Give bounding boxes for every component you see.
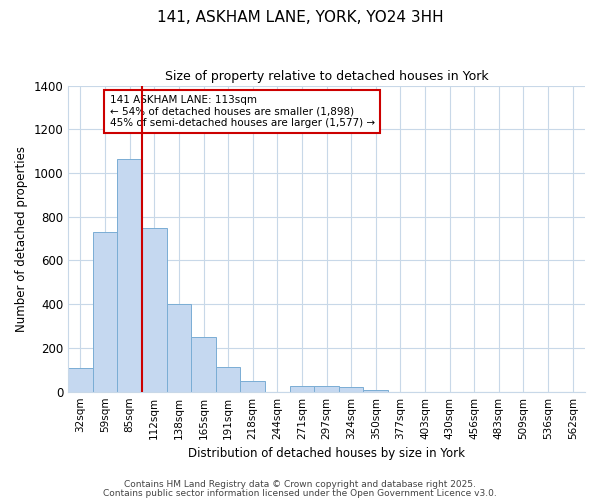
Bar	[314, 386, 339, 392]
Bar	[241, 380, 265, 392]
Bar	[290, 386, 314, 392]
Bar	[339, 388, 364, 392]
Bar	[118, 159, 142, 392]
Bar	[216, 366, 241, 392]
Title: Size of property relative to detached houses in York: Size of property relative to detached ho…	[165, 70, 488, 83]
Bar	[191, 338, 216, 392]
Text: Contains public sector information licensed under the Open Government Licence v3: Contains public sector information licen…	[103, 488, 497, 498]
Bar	[364, 390, 388, 392]
Text: 141, ASKHAM LANE, YORK, YO24 3HH: 141, ASKHAM LANE, YORK, YO24 3HH	[157, 10, 443, 25]
Text: Contains HM Land Registry data © Crown copyright and database right 2025.: Contains HM Land Registry data © Crown c…	[124, 480, 476, 489]
Bar	[68, 368, 93, 392]
Text: 141 ASKHAM LANE: 113sqm
← 54% of detached houses are smaller (1,898)
45% of semi: 141 ASKHAM LANE: 113sqm ← 54% of detache…	[110, 94, 374, 128]
Bar	[142, 228, 167, 392]
Bar	[167, 304, 191, 392]
Bar	[93, 232, 118, 392]
Y-axis label: Number of detached properties: Number of detached properties	[15, 146, 28, 332]
X-axis label: Distribution of detached houses by size in York: Distribution of detached houses by size …	[188, 447, 465, 460]
